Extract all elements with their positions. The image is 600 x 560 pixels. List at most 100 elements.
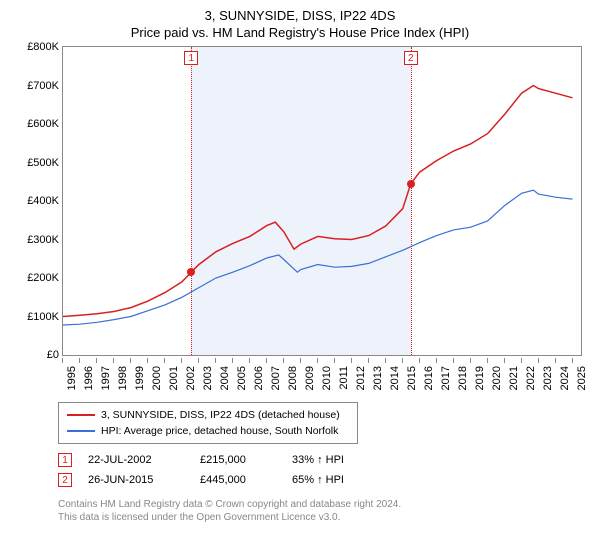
sale-marker-box: 2 — [404, 51, 418, 65]
x-tick — [147, 358, 148, 363]
x-axis-label: 1998 — [117, 366, 129, 390]
x-tick — [368, 358, 369, 363]
title-block: 3, SUNNYSIDE, DISS, IP22 4DS Price paid … — [14, 8, 586, 40]
x-tick — [164, 358, 165, 363]
sales-date: 22-JUL-2002 — [88, 450, 188, 470]
x-axis-label: 2013 — [372, 366, 384, 390]
x-axis-label: 2007 — [270, 366, 282, 390]
y-axis-label: £300K — [27, 234, 59, 246]
legend-swatch — [67, 430, 95, 432]
x-axis-label: 1995 — [66, 366, 78, 390]
x-axis-label: 2010 — [321, 366, 333, 390]
chart-title-line1: 3, SUNNYSIDE, DISS, IP22 4DS — [14, 8, 586, 23]
x-tick — [181, 358, 182, 363]
x-axis: 1995199619971998199920002001200220032004… — [62, 358, 582, 398]
x-tick — [317, 358, 318, 363]
x-tick — [453, 358, 454, 363]
x-tick — [334, 358, 335, 363]
x-tick — [572, 358, 573, 363]
x-axis-label: 2024 — [559, 366, 571, 390]
legend-swatch — [67, 414, 95, 416]
y-axis-label: £700K — [27, 80, 59, 92]
sales-pct: 33% ↑ HPI — [292, 450, 382, 470]
sale-marker-box: 1 — [184, 51, 198, 65]
y-axis-label: £800K — [27, 41, 59, 53]
x-tick — [538, 358, 539, 363]
x-tick — [504, 358, 505, 363]
x-axis-label: 2001 — [168, 366, 180, 390]
chart-container: 3, SUNNYSIDE, DISS, IP22 4DS Price paid … — [0, 0, 600, 560]
sales-price: £445,000 — [200, 470, 280, 490]
legend-label: 3, SUNNYSIDE, DISS, IP22 4DS (detached h… — [101, 407, 340, 423]
sales-pct: 65% ↑ HPI — [292, 470, 382, 490]
sale-dot — [187, 268, 195, 276]
x-tick — [402, 358, 403, 363]
x-tick — [198, 358, 199, 363]
y-axis-label: £400K — [27, 195, 59, 207]
sale-dot — [407, 180, 415, 188]
x-axis-label: 2018 — [457, 366, 469, 390]
footer-line1: Contains HM Land Registry data © Crown c… — [58, 498, 586, 511]
plot-region: £0£100K£200K£300K£400K£500K£600K£700K£80… — [62, 46, 582, 356]
x-axis-label: 2020 — [491, 366, 503, 390]
x-axis-label: 2022 — [525, 366, 537, 390]
chart-area: £0£100K£200K£300K£400K£500K£600K£700K£80… — [18, 46, 582, 398]
sales-row: 1 22-JUL-2002 £215,000 33% ↑ HPI — [58, 450, 586, 470]
x-tick — [555, 358, 556, 363]
y-axis-label: £600K — [27, 118, 59, 130]
sales-marker: 1 — [58, 453, 72, 467]
x-axis-label: 2014 — [389, 366, 401, 390]
chart-title-line2: Price paid vs. HM Land Registry's House … — [14, 25, 586, 40]
sales-price: £215,000 — [200, 450, 280, 470]
x-tick — [130, 358, 131, 363]
x-axis-label: 2008 — [287, 366, 299, 390]
x-tick — [215, 358, 216, 363]
x-tick — [436, 358, 437, 363]
x-tick — [487, 358, 488, 363]
x-tick — [521, 358, 522, 363]
footer-line2: This data is licensed under the Open Gov… — [58, 511, 586, 524]
x-axis-label: 2004 — [219, 366, 231, 390]
sale-date-line — [191, 47, 192, 355]
x-axis-label: 2006 — [253, 366, 265, 390]
legend-item: 3, SUNNYSIDE, DISS, IP22 4DS (detached h… — [67, 407, 349, 423]
x-axis-label: 2002 — [185, 366, 197, 390]
x-axis-label: 2000 — [151, 366, 163, 390]
x-axis-label: 2016 — [423, 366, 435, 390]
x-axis-label: 2021 — [508, 366, 520, 390]
sales-table: 122-JUL-2002£215,00033% ↑ HPI226-JUN-201… — [58, 450, 586, 490]
legend-box: 3, SUNNYSIDE, DISS, IP22 4DS (detached h… — [58, 402, 358, 444]
sales-row: 226-JUN-2015£445,00065% ↑ HPI — [58, 470, 586, 490]
y-axis-label: £0 — [47, 349, 59, 361]
x-tick — [385, 358, 386, 363]
x-axis-label: 2025 — [576, 366, 588, 390]
y-axis-label: £500K — [27, 157, 59, 169]
x-tick — [249, 358, 250, 363]
x-axis-label: 2017 — [440, 366, 452, 390]
x-tick — [300, 358, 301, 363]
legend-item: HPI: Average price, detached house, Sout… — [67, 423, 349, 439]
footer-attribution: Contains HM Land Registry data © Crown c… — [58, 498, 586, 524]
x-axis-label: 2015 — [406, 366, 418, 390]
y-axis-label: £200K — [27, 272, 59, 284]
x-tick — [266, 358, 267, 363]
x-tick — [96, 358, 97, 363]
x-axis-label: 2012 — [355, 366, 367, 390]
x-tick — [79, 358, 80, 363]
x-tick — [62, 358, 63, 363]
x-axis-label: 2019 — [474, 366, 486, 390]
x-axis-label: 1996 — [83, 366, 95, 390]
legend-label: HPI: Average price, detached house, Sout… — [101, 423, 338, 439]
x-tick — [470, 358, 471, 363]
line-svg — [63, 47, 581, 355]
x-tick — [351, 358, 352, 363]
x-axis-label: 2011 — [338, 366, 350, 390]
y-axis-label: £100K — [27, 311, 59, 323]
x-axis-label: 2003 — [202, 366, 214, 390]
x-axis-label: 2005 — [236, 366, 248, 390]
sale-date-line — [411, 47, 412, 355]
x-tick — [232, 358, 233, 363]
x-axis-label: 1997 — [100, 366, 112, 390]
x-tick — [113, 358, 114, 363]
sales-date: 26-JUN-2015 — [88, 470, 188, 490]
